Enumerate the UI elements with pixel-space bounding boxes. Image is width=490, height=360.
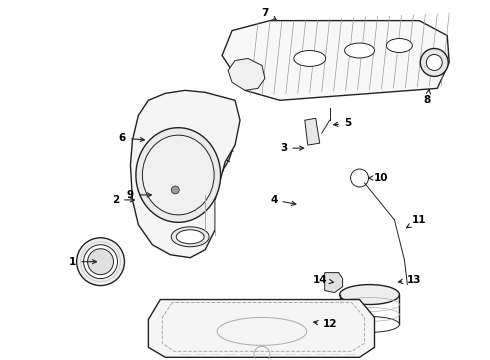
Circle shape xyxy=(88,249,114,275)
Polygon shape xyxy=(325,273,343,293)
Text: 1: 1 xyxy=(69,257,97,267)
Ellipse shape xyxy=(136,128,220,222)
Polygon shape xyxy=(148,300,374,357)
Circle shape xyxy=(172,186,179,194)
Circle shape xyxy=(154,177,190,213)
Circle shape xyxy=(178,132,193,148)
Polygon shape xyxy=(228,58,265,90)
Circle shape xyxy=(84,245,118,279)
Ellipse shape xyxy=(143,135,214,215)
Text: 6: 6 xyxy=(119,133,145,143)
Ellipse shape xyxy=(176,230,204,244)
Text: 14: 14 xyxy=(313,275,334,285)
Ellipse shape xyxy=(344,43,374,58)
Text: 11: 11 xyxy=(407,215,427,228)
Circle shape xyxy=(76,238,124,285)
Text: 10: 10 xyxy=(368,173,389,183)
Ellipse shape xyxy=(340,316,399,332)
Ellipse shape xyxy=(340,285,399,305)
Polygon shape xyxy=(222,21,449,100)
Text: 7: 7 xyxy=(261,8,276,21)
Text: 2: 2 xyxy=(112,195,134,205)
Circle shape xyxy=(137,92,233,188)
Ellipse shape xyxy=(387,39,413,53)
Text: 8: 8 xyxy=(424,89,431,105)
Text: 4: 4 xyxy=(270,195,296,206)
Circle shape xyxy=(167,121,204,159)
Ellipse shape xyxy=(294,50,326,67)
Circle shape xyxy=(144,98,227,182)
Text: 12: 12 xyxy=(314,319,337,329)
Polygon shape xyxy=(305,118,319,145)
Circle shape xyxy=(167,190,177,200)
Ellipse shape xyxy=(172,227,209,247)
Text: 9: 9 xyxy=(127,190,151,200)
Text: 5: 5 xyxy=(334,118,351,128)
Circle shape xyxy=(426,54,442,71)
Text: 13: 13 xyxy=(398,275,421,285)
Text: 3: 3 xyxy=(280,143,304,153)
Circle shape xyxy=(420,49,448,76)
Polygon shape xyxy=(130,90,240,258)
Circle shape xyxy=(162,185,182,205)
